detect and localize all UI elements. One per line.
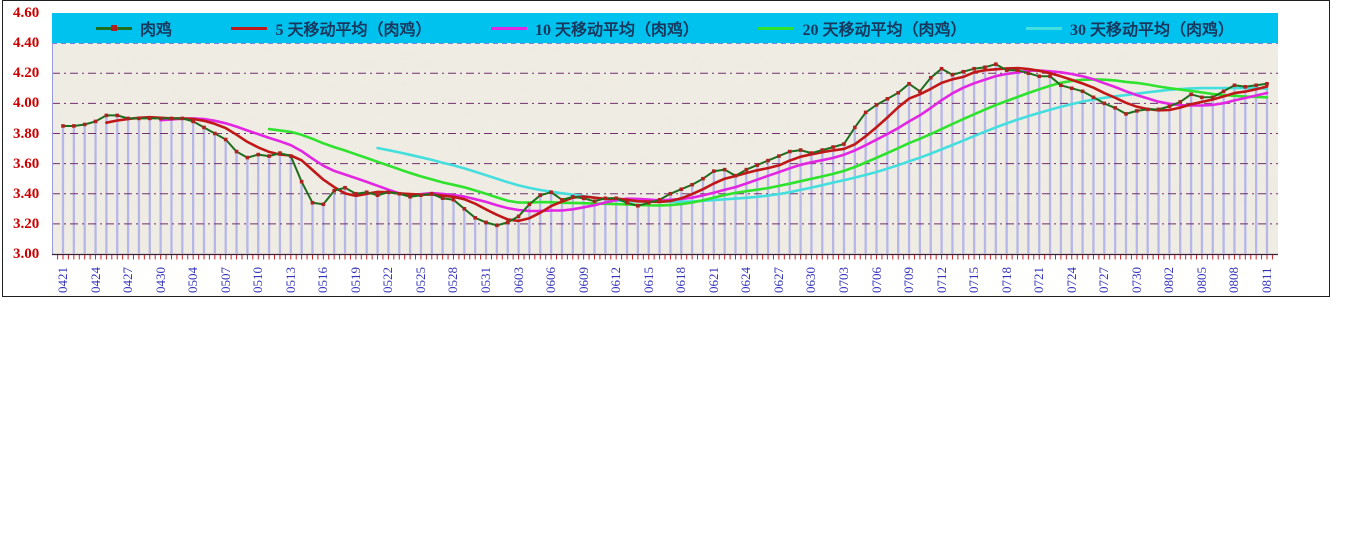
price-line-swatch-icon bbox=[96, 25, 132, 31]
x-axis-label: 0730 bbox=[1128, 267, 1144, 293]
x-axis-label: 0609 bbox=[575, 267, 591, 293]
x-axis-label: 0630 bbox=[803, 267, 819, 293]
x-axis-label: 0706 bbox=[868, 267, 884, 293]
y-axis-label: 3.40 bbox=[13, 185, 40, 202]
legend-label: 30 天移动平均（肉鸡） bbox=[1069, 22, 1234, 39]
x-axis-label: 0621 bbox=[705, 267, 721, 293]
price-chart: 肉鸡 5 天移动平均（肉鸡） 10 天移动平均（肉鸡） 20 天移动平均（肉鸡）… bbox=[2, 0, 1330, 297]
x-axis-label: 0618 bbox=[673, 267, 689, 293]
y-axis-label: 4.20 bbox=[13, 65, 40, 82]
legend-item-ma10: 10 天移动平均（肉鸡） bbox=[490, 16, 699, 40]
x-axis-label: 0712 bbox=[933, 267, 949, 293]
x-axis-label: 0709 bbox=[901, 267, 917, 293]
x-axis-label: 0427 bbox=[120, 267, 136, 293]
x-axis-label: 0615 bbox=[640, 267, 656, 293]
x-axis-label: 0603 bbox=[510, 267, 526, 293]
x-axis-label: 0703 bbox=[835, 267, 851, 293]
x-axis-label: 0522 bbox=[380, 267, 396, 293]
y-axis-label: 3.20 bbox=[13, 215, 40, 232]
x-axis-label: 0421 bbox=[55, 267, 70, 293]
x-axis-label: 0624 bbox=[738, 267, 754, 293]
legend-item-price: 肉鸡 bbox=[96, 16, 172, 40]
legend-item-ma30: 30 天移动平均（肉鸡） bbox=[1025, 16, 1234, 40]
x-axis-label: 0519 bbox=[347, 267, 363, 293]
x-axis-label: 0727 bbox=[1096, 267, 1112, 293]
y-axis-label: 4.00 bbox=[13, 95, 40, 112]
x-axis-label: 0525 bbox=[412, 267, 428, 293]
legend-label: 10 天移动平均（肉鸡） bbox=[534, 22, 699, 39]
x-axis-label: 0430 bbox=[152, 267, 168, 293]
legend: 肉鸡 5 天移动平均（肉鸡） 10 天移动平均（肉鸡） 20 天移动平均（肉鸡）… bbox=[52, 13, 1278, 43]
x-axis-label: 0528 bbox=[445, 267, 461, 293]
price-point-markers bbox=[61, 62, 1269, 228]
x-axis-label: 0510 bbox=[250, 267, 266, 293]
x-axis-label: 0516 bbox=[315, 267, 331, 293]
x-axis-label: 0612 bbox=[608, 267, 624, 293]
legend-item-ma20: 20 天移动平均（肉鸡） bbox=[758, 16, 966, 40]
y-axis-label: 4.40 bbox=[13, 35, 40, 52]
x-axis-label: 0811 bbox=[1259, 267, 1274, 293]
ma10-line-swatch-icon bbox=[490, 26, 527, 30]
x-axis-label: 0531 bbox=[478, 267, 494, 293]
price-marker-icon bbox=[111, 25, 117, 31]
x-axis-label: 0805 bbox=[1193, 267, 1209, 293]
y-axis-label: 3.80 bbox=[13, 125, 40, 142]
x-axis-label: 0721 bbox=[1031, 267, 1047, 293]
legend-label: 5 天移动平均（肉鸡） bbox=[275, 22, 432, 39]
x-axis-label: 0513 bbox=[282, 267, 298, 293]
x-axis-label: 0504 bbox=[185, 267, 201, 293]
ma5-line-swatch-icon bbox=[231, 26, 268, 30]
x-axis-label: 0606 bbox=[543, 267, 559, 293]
ma20-line-swatch-icon bbox=[758, 26, 795, 30]
y-axis-label: 4.60 bbox=[13, 5, 40, 21]
x-axis-label: 0724 bbox=[1063, 267, 1079, 293]
x-axis-label: 0718 bbox=[998, 267, 1014, 293]
x-axis-label: 0715 bbox=[966, 267, 982, 293]
y-axis-label: 3.60 bbox=[13, 155, 40, 172]
axes bbox=[52, 13, 1278, 260]
x-axis-label: 0808 bbox=[1226, 267, 1242, 293]
legend-item-ma5: 5 天移动平均（肉鸡） bbox=[231, 16, 432, 40]
ma30-line-swatch-icon bbox=[1025, 26, 1062, 30]
x-axis-label: 0802 bbox=[1161, 267, 1177, 293]
x-axis-label: 0424 bbox=[87, 267, 103, 293]
chart-canvas bbox=[52, 13, 1278, 260]
series-lines bbox=[62, 63, 1269, 227]
y-axis-label: 3.00 bbox=[13, 246, 40, 262]
legend-label: 20 天移动平均（肉鸡） bbox=[802, 22, 967, 39]
x-axis-label: 0627 bbox=[770, 267, 786, 293]
legend-label: 肉鸡 bbox=[140, 22, 173, 39]
x-axis-label: 0507 bbox=[217, 267, 233, 293]
